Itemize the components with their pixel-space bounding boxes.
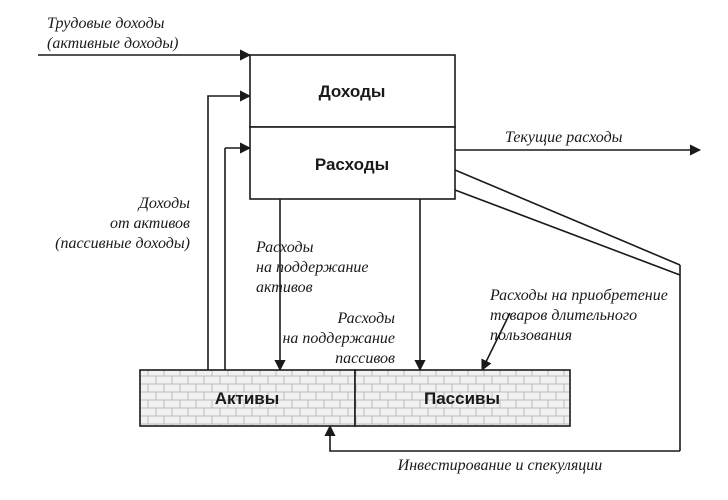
passive-income-2: от активов: [110, 215, 190, 232]
income-box: Доходы: [250, 55, 455, 127]
current-expenses: Текущие расходы: [505, 129, 623, 146]
liabs-label: Пассивы: [424, 389, 500, 408]
expenses-fan-2: [455, 190, 680, 275]
cashflow-diagram: Доходы Расходы Активы Пассивы Трудовые д…: [0, 0, 728, 500]
maintain-liabs-2: на поддержание: [282, 330, 395, 347]
durable-goods-3: пользования: [490, 327, 572, 344]
invest-to-assets: [330, 426, 680, 451]
maintain-liabs-3: пассивов: [335, 350, 395, 367]
labor-income-1: Трудовые доходы: [47, 15, 165, 32]
durable-goods-2: товаров длительного: [490, 307, 637, 324]
passive-income-3: (пассивные доходы): [55, 235, 190, 252]
expenses-box: Расходы: [250, 127, 455, 199]
labor-income-2: (активные доходы): [47, 35, 179, 52]
maintain-assets-2: на поддержание: [256, 259, 369, 276]
maintain-assets-3: активов: [256, 279, 313, 296]
liabs-box: Пассивы: [355, 370, 570, 426]
passive-income-1: Доходы: [137, 195, 190, 212]
investing-label: Инвестирование и спекуляции: [397, 457, 603, 474]
expenses-fan-1: [455, 170, 680, 265]
expenses-label: Расходы: [315, 155, 389, 174]
maintain-liabs-1: Расходы: [337, 310, 396, 327]
assets-label: Активы: [215, 389, 280, 408]
maintain-assets-1: Расходы: [255, 239, 314, 256]
income-label: Доходы: [319, 82, 386, 101]
assets-box: Активы: [140, 370, 355, 426]
assets-to-income: [208, 96, 250, 370]
durable-goods-1: Расходы на приобретение: [489, 287, 668, 304]
